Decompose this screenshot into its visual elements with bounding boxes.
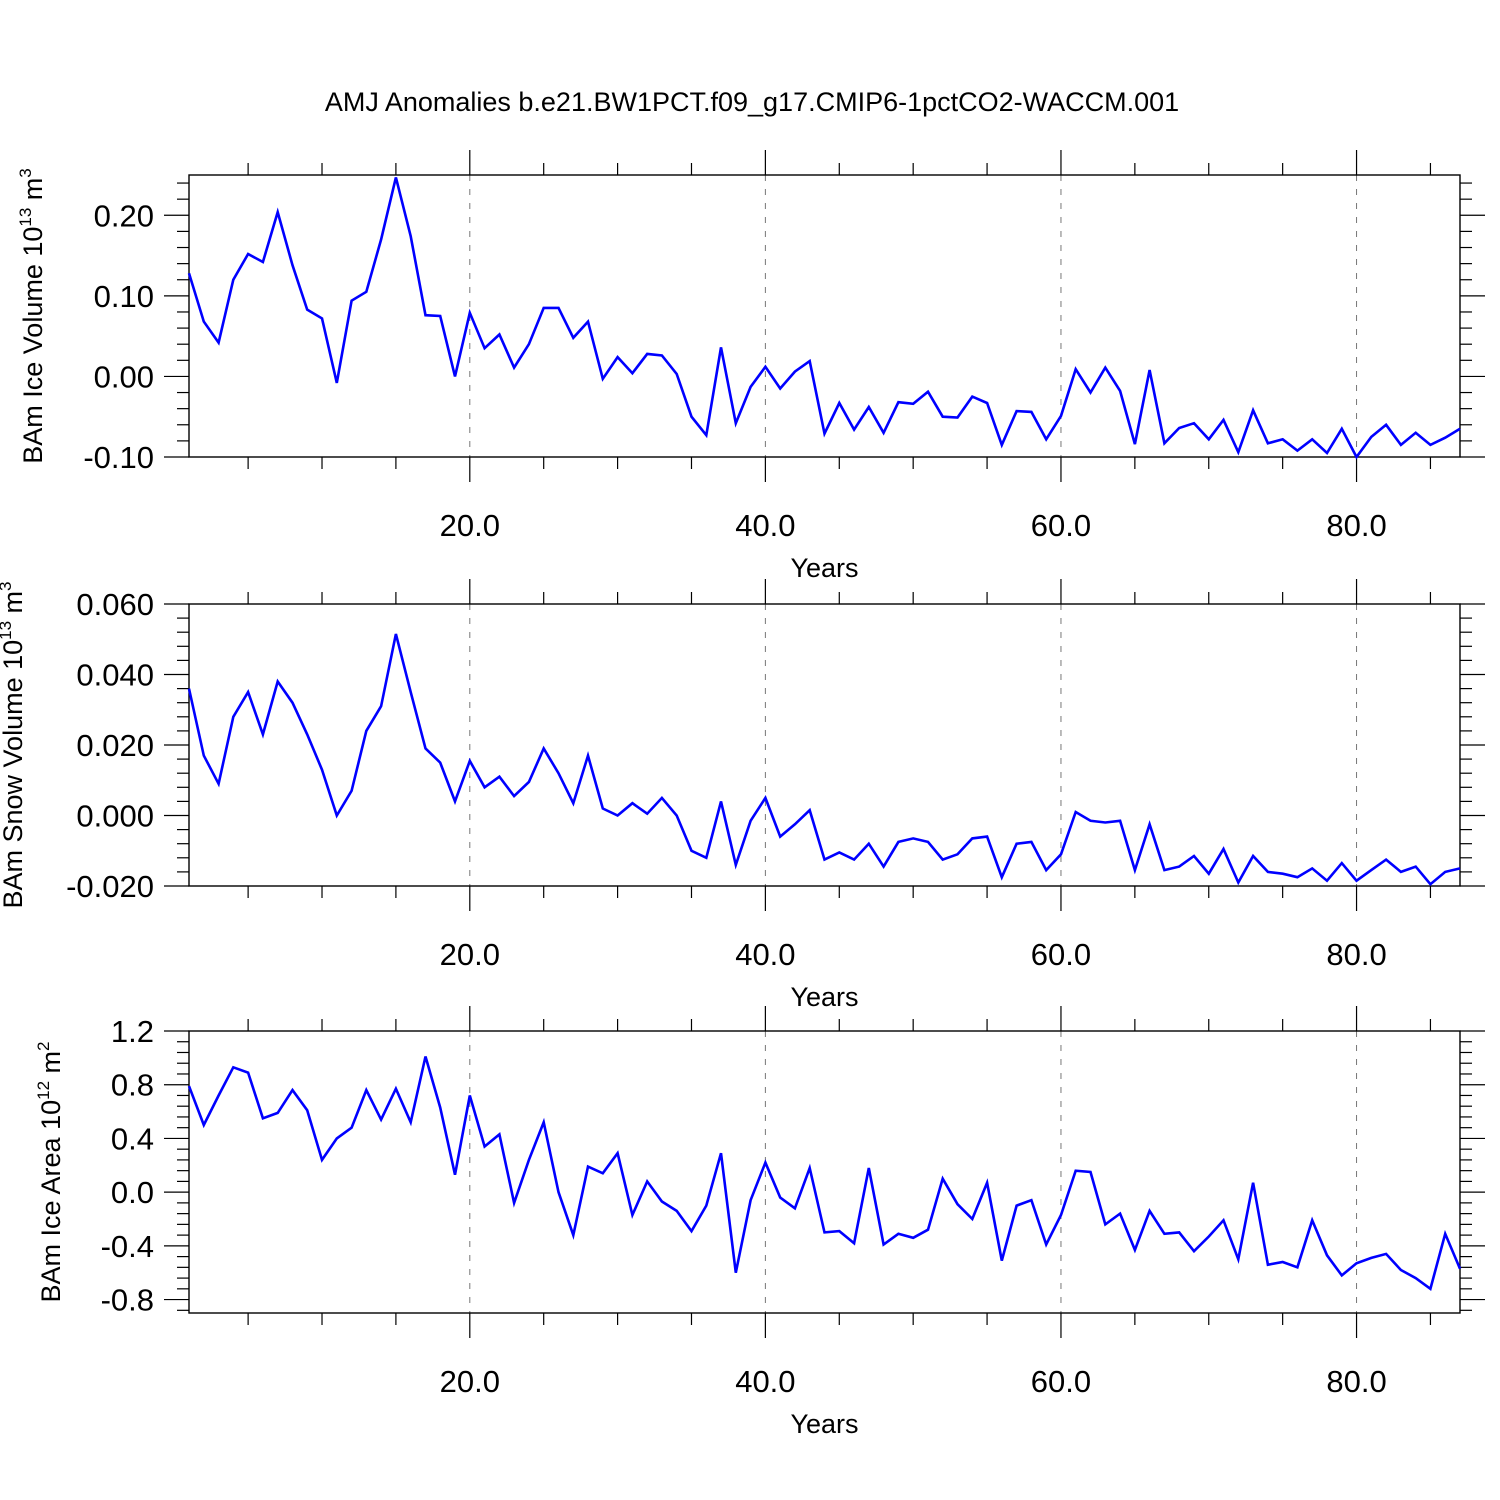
panel-2: -0.020 0.000 0.020 0.040 0.060 20.0 40.0 60.0 80… [0, 579, 1485, 1012]
y-tick-label: 0.060 [76, 587, 154, 622]
y-tick-label: -0.8 [101, 1283, 154, 1318]
plot-frame [188, 603, 1461, 887]
x-tick-label: 40.0 [735, 937, 795, 972]
x-tick-label: 40.0 [735, 1364, 795, 1399]
panels: -0.10 0.00 0.10 0.20 20.0 40.0 60.0 80.0 Years BA… [0, 150, 1485, 1439]
x-tick-label: 60.0 [1031, 937, 1091, 972]
y-tick-label: 0.0 [111, 1175, 154, 1210]
y-tick-label: 0.20 [94, 198, 154, 233]
series-line [187, 177, 1461, 460]
x-tick-label: 20.0 [440, 1364, 500, 1399]
x-tick-label: 60.0 [1031, 1364, 1091, 1399]
plot-frame [188, 1030, 1461, 1314]
y-tick-label: -0.4 [101, 1229, 154, 1264]
y-tick-label: 0.10 [94, 279, 154, 314]
y-axis-label: BAm Ice Volume 1013 m3 [16, 168, 48, 464]
plot-frame [188, 174, 1461, 458]
y-axis-label: BAm Snow Volume 1013 m3 [0, 581, 28, 908]
series-line [187, 1056, 1462, 1291]
y-tick-label: 0.020 [76, 728, 154, 763]
y-tick-label: 0.000 [76, 799, 154, 834]
x-axis-label: Years [790, 982, 858, 1012]
y-tick-label: 0.4 [111, 1121, 154, 1156]
panel-1: -0.10 0.00 0.10 0.20 20.0 40.0 60.0 80.0 Years BA… [16, 150, 1485, 583]
x-tick-label: 80.0 [1326, 508, 1386, 543]
x-axis-label: Years [790, 553, 858, 583]
x-tick-label: 80.0 [1326, 1364, 1386, 1399]
chart-title: AMJ Anomalies b.e21.BW1PCT.f09_g17.CMIP6… [325, 87, 1179, 117]
panel-3: -0.8 -0.4 0.0 0.4 0.8 1.2 20.0 40.0 60.0 80.0 Year… [34, 1006, 1485, 1439]
y-tick-label: 0.040 [76, 658, 154, 693]
x-axis-label: Years [790, 1409, 858, 1439]
y-tick-label: 1.2 [111, 1014, 154, 1049]
y-tick-label: -0.10 [83, 440, 154, 475]
y-tick-label: 0.00 [94, 359, 154, 394]
x-tick-label: 40.0 [735, 508, 795, 543]
x-tick-label: 80.0 [1326, 937, 1386, 972]
y-tick-label: 0.8 [111, 1068, 154, 1103]
y-axis-label: BAm Ice Area 1012 m2 [34, 1042, 66, 1303]
y-tick-label: -0.020 [66, 869, 154, 904]
series-line [187, 633, 1461, 887]
x-tick-label: 20.0 [440, 937, 500, 972]
x-tick-label: 20.0 [440, 508, 500, 543]
x-tick-label: 60.0 [1031, 508, 1091, 543]
